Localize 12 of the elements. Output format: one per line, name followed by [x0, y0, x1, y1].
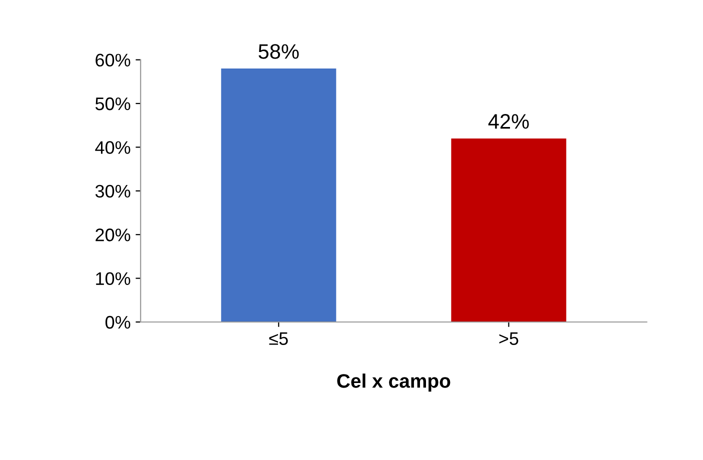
data-label: 42%	[488, 114, 529, 129]
x-tick-label: >5	[499, 332, 518, 345]
x-axis-title: Cel x campo	[337, 374, 450, 392]
y-tick-label: 40%	[95, 141, 130, 154]
y-tick-label: 60%	[96, 54, 130, 67]
y-tick-label: 20%	[96, 228, 130, 242]
x-tick-label: ≤5	[269, 332, 288, 345]
y-tick-label: 10%	[96, 272, 130, 286]
data-label: 58%	[258, 44, 299, 59]
y-tick-label: 50%	[95, 97, 130, 110]
y-tick-label: 30%	[95, 184, 130, 198]
y-tick-label: 0%	[105, 316, 130, 329]
